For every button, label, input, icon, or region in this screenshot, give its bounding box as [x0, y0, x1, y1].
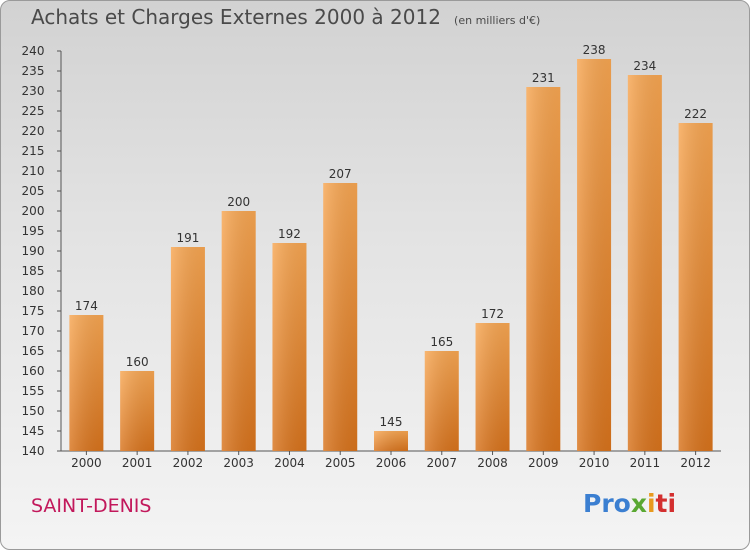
x-tick-label: 2006 [376, 456, 407, 470]
x-tick-label: 2010 [579, 456, 610, 470]
data-label: 172 [481, 307, 504, 321]
data-label: 207 [329, 167, 352, 181]
bar-shade [272, 243, 307, 451]
bar-shade [526, 87, 561, 451]
bar-shade [120, 371, 155, 451]
y-tick-label: 170 [22, 324, 45, 338]
labels: 174 2000 160 2001 191 2002 200 2003 192 2004 207 20… [71, 43, 711, 470]
data-label: 160 [126, 355, 149, 369]
x-tick-label: 2009 [528, 456, 559, 470]
bar-shade [170, 247, 205, 451]
x-tick-label: 2003 [223, 456, 254, 470]
data-label: 234 [633, 59, 656, 73]
x-tick-label: 2008 [477, 456, 508, 470]
x-tick-label: 2004 [274, 456, 305, 470]
x-tick-label: 2005 [325, 456, 356, 470]
data-label: 222 [684, 107, 707, 121]
x-tick-label: 2007 [426, 456, 457, 470]
data-label: 231 [532, 71, 555, 85]
x-tick-label: 2011 [630, 456, 661, 470]
logo-part-1: Pro [583, 489, 631, 518]
y-tick-label: 210 [22, 164, 45, 178]
y-tick-label: 155 [22, 384, 45, 398]
data-label: 238 [583, 43, 606, 57]
y-tick-label: 150 [22, 404, 45, 418]
x-tick-label: 2012 [680, 456, 711, 470]
bar-shade [424, 351, 459, 451]
y-tick-label: 205 [22, 184, 45, 198]
y-tick-label: 195 [22, 224, 45, 238]
y-tick-label: 200 [22, 204, 45, 218]
bar-shade [221, 211, 256, 451]
y-tick-label: 145 [22, 424, 45, 438]
proxiti-logo: Proxiti [583, 489, 676, 518]
y-tick-label: 230 [22, 84, 45, 98]
x-tick-label: 2002 [173, 456, 204, 470]
y-tick-label: 220 [22, 124, 45, 138]
data-label: 200 [227, 195, 250, 209]
chart-subtitle: (en milliers d'€) [454, 14, 541, 27]
data-label: 174 [75, 299, 98, 313]
x-tick-label: 2001 [122, 456, 153, 470]
data-label: 165 [430, 335, 453, 349]
y-tick-label: 235 [22, 64, 45, 78]
bar-shade [69, 315, 104, 451]
chart-title: Achats et Charges Externes 2000 à 2012 [31, 5, 441, 29]
y-tick-label: 165 [22, 344, 45, 358]
y-tick-label: 140 [22, 444, 45, 458]
data-label: 145 [380, 415, 403, 429]
bar-shade [577, 59, 612, 451]
chart-title-row: Achats et Charges Externes 2000 à 2012 (… [31, 5, 540, 29]
place-name: SAINT-DENIS [31, 495, 152, 517]
bars [69, 59, 713, 451]
y-tick-label: 180 [22, 284, 45, 298]
y-tick-label: 240 [22, 44, 45, 58]
y-tick-label: 185 [22, 264, 45, 278]
y-tick-label: 160 [22, 364, 45, 378]
data-label: 191 [176, 231, 199, 245]
logo-part-3: i [646, 489, 656, 518]
y-tick-label: 225 [22, 104, 45, 118]
logo-part-2: x [630, 489, 647, 518]
bar-shade [627, 75, 662, 451]
bar-shade [323, 183, 358, 451]
bar-shade [678, 123, 713, 451]
axes: 140 145 150 155 160 165 170 175 180 185 190 195 200 2… [22, 44, 721, 458]
y-tick-label: 190 [22, 244, 45, 258]
y-tick-label: 215 [22, 144, 45, 158]
x-tick-label: 2000 [71, 456, 102, 470]
data-label: 192 [278, 227, 301, 241]
logo-part-4: ti [655, 489, 677, 518]
y-tick-label: 175 [22, 304, 45, 318]
bar-shade [475, 323, 510, 451]
bar-shade [374, 431, 408, 451]
